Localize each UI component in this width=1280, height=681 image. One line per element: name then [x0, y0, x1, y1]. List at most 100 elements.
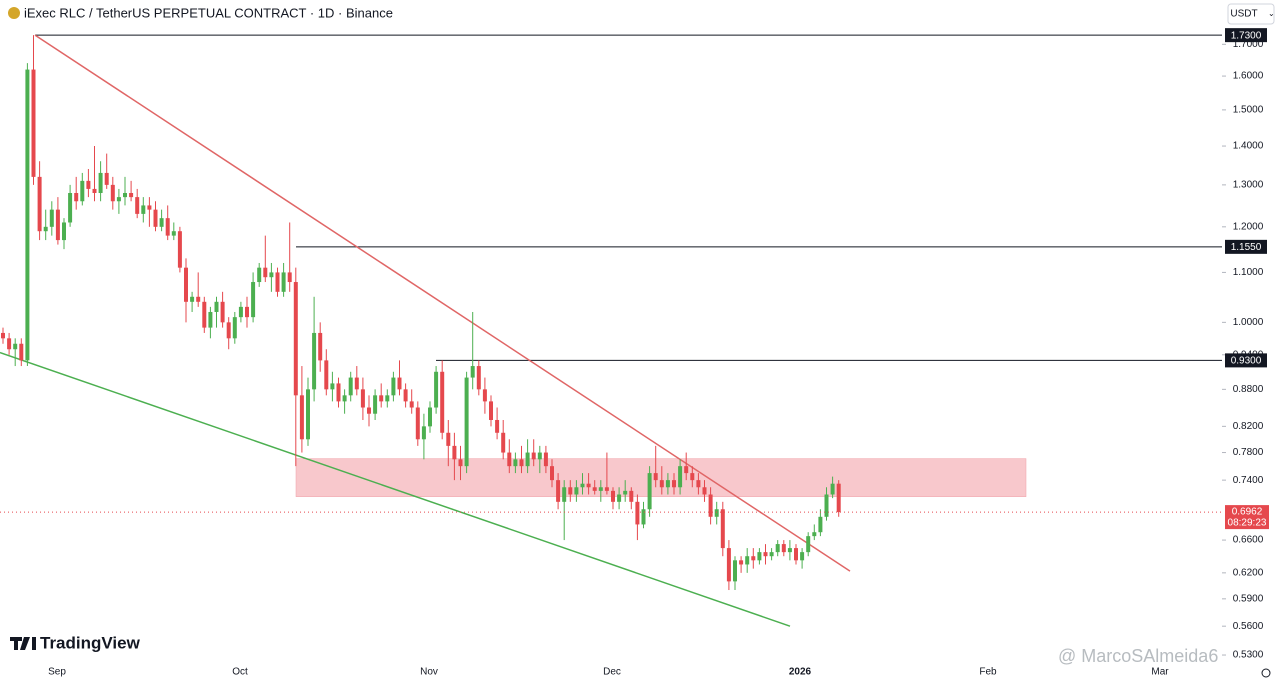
candle-body [287, 272, 292, 283]
currency-arrow[interactable]: ⌄ [1268, 9, 1275, 18]
x-tick-label: Sep [48, 667, 66, 678]
candle-body [367, 407, 371, 414]
y-tick-label: 0.6600 [1233, 535, 1264, 546]
candle-body [482, 389, 487, 402]
candle-body [629, 490, 634, 502]
candle-body [110, 184, 115, 202]
candle-body [458, 459, 463, 467]
candle-body [159, 218, 164, 227]
candle-body [598, 487, 603, 491]
candle-body [220, 301, 225, 323]
x-tick-label: Oct [232, 667, 248, 678]
y-tick-label: 0.8200 [1233, 421, 1264, 432]
candle-body [604, 487, 609, 491]
x-tick-label: Feb [979, 667, 997, 678]
candle-body [7, 338, 12, 350]
plot-area [0, 34, 1222, 627]
candle-body [812, 532, 817, 537]
last-price-box [1225, 505, 1269, 530]
candle-body [836, 483, 841, 513]
candle-body [141, 205, 146, 214]
candle-body [787, 548, 792, 553]
candle-body [623, 490, 628, 495]
currency-button[interactable] [1227, 3, 1275, 25]
candle-body [763, 552, 768, 557]
y-tick-label: 1.6000 [1233, 71, 1264, 82]
level-label: 1.7300 [1231, 30, 1262, 41]
y-tick-label: 1.4000 [1233, 141, 1264, 152]
candle-body [568, 487, 573, 495]
x-tick-label: Nov [420, 667, 438, 678]
candle-body [543, 452, 548, 467]
candle-body [171, 231, 176, 236]
y-tick-label: 1.7000 [1233, 39, 1264, 50]
candle-body [403, 389, 408, 402]
candle-body [537, 452, 542, 460]
candle-body [684, 466, 689, 474]
candle-body [306, 389, 310, 440]
candle-body [653, 473, 658, 481]
candle-body [354, 377, 359, 390]
candle-body [153, 209, 158, 227]
candle-body [757, 552, 762, 561]
candle-body [202, 301, 207, 328]
x-tick-label: Mar [1151, 667, 1169, 678]
candle-body [672, 480, 676, 488]
candle-body [495, 419, 500, 433]
y-tick-label: 1.5000 [1233, 105, 1264, 116]
candle-body [800, 552, 805, 561]
candle-body [586, 483, 591, 488]
candle-body [330, 383, 335, 390]
candle-body [92, 188, 97, 194]
candle-body [702, 487, 707, 495]
candle-body [281, 272, 286, 292]
candle-body [513, 459, 518, 467]
candle-body [49, 209, 54, 227]
y-tick-label: 0.5900 [1233, 593, 1264, 604]
candle-body [43, 226, 48, 232]
currency-label[interactable]: USDT [1230, 9, 1257, 20]
candle-body [336, 383, 341, 402]
candle-body [415, 407, 420, 440]
candle-body [550, 466, 554, 481]
candle-body [739, 560, 744, 565]
candle-body [647, 473, 652, 510]
candle-body [696, 480, 701, 488]
candle-body [830, 483, 835, 495]
y-tick-label: 1.1000 [1233, 267, 1264, 278]
candle-body [421, 426, 426, 440]
candle-body [299, 395, 304, 440]
candle-body [275, 272, 280, 292]
y-tick-label: 0.8800 [1233, 384, 1264, 395]
y-tick-label: 1.3000 [1233, 180, 1264, 191]
candle-body [769, 552, 774, 557]
candle-body [476, 366, 481, 390]
candle-body [25, 69, 30, 361]
y-tick-label: 1.2000 [1233, 221, 1264, 232]
y-tick-label: 0.7800 [1233, 447, 1264, 458]
candle-body [293, 282, 298, 396]
candle-body [257, 267, 262, 283]
candle-body [708, 494, 713, 517]
candle-body [690, 473, 695, 481]
candle-body [245, 306, 249, 318]
candle-body [238, 306, 243, 318]
y-tick-label: 0.6200 [1233, 567, 1264, 578]
candle-body [190, 296, 195, 302]
candle-body [611, 490, 615, 502]
candle-body [434, 371, 439, 408]
level-label: 1.1550 [1231, 242, 1262, 253]
candle-body [318, 332, 323, 361]
candle-body [342, 395, 347, 402]
level-label-box [1225, 28, 1267, 43]
candle-body [86, 180, 91, 189]
candle-body [19, 343, 24, 361]
candle-body [617, 494, 622, 502]
candle-body [678, 466, 683, 488]
candle-body [373, 395, 378, 414]
candle-body [80, 180, 85, 202]
candle-body [726, 548, 731, 582]
candle-body [55, 209, 60, 241]
settings-icon[interactable] [1261, 668, 1271, 678]
